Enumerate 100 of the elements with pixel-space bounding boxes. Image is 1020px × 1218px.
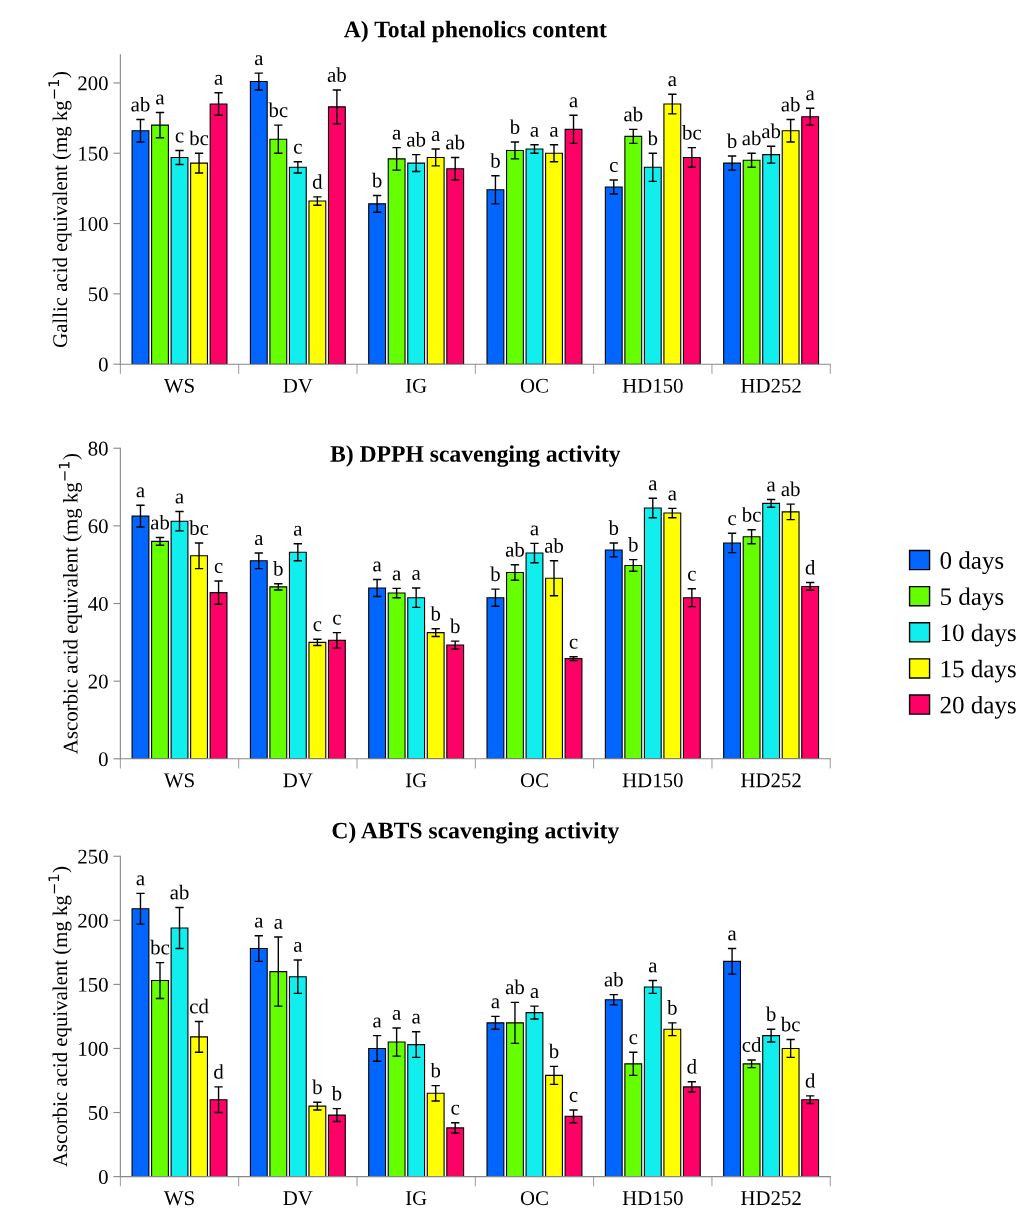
data-label: c (451, 1104, 460, 1115)
data-label: a (156, 94, 165, 105)
data-label: b (312, 1079, 322, 1095)
y-tick-label: 0 (98, 357, 108, 372)
data-label: c (609, 162, 618, 173)
data-label: c (214, 563, 223, 574)
data-label: b (490, 566, 500, 582)
data-label: a (550, 126, 559, 137)
data-label: b (628, 537, 638, 552)
data-label: a (274, 918, 283, 929)
data-label: a (214, 74, 223, 85)
data-label: bc (268, 102, 288, 118)
x-tick-label: DV (283, 1191, 313, 1206)
x-tick-label: HD150 (622, 1191, 683, 1206)
data-label: c (728, 515, 737, 526)
data-label: a (254, 55, 264, 66)
data-label: b (509, 119, 520, 135)
data-label: a (767, 481, 776, 492)
y-tick-label: 100 (79, 216, 108, 231)
data-label: d (687, 1059, 697, 1074)
data-label: cd (190, 998, 209, 1014)
data-label: a (431, 131, 441, 142)
data-label: ab (742, 130, 761, 146)
y-tick-label: 150 (79, 146, 108, 161)
data-label: c (569, 638, 578, 649)
y-axis-title: Gallic acid equivalent (mg kg$^{−1}$) (48, 72, 72, 348)
legend-label: 0 days (940, 551, 1004, 575)
data-label: ab (446, 134, 465, 150)
data-label: a (373, 1017, 382, 1028)
data-label: ab (505, 542, 524, 557)
data-label: ab (407, 132, 426, 147)
data-label: a (728, 930, 737, 941)
y-tick-label: 100 (79, 1041, 108, 1056)
data-label: a (254, 535, 264, 546)
data-label: a (412, 1013, 421, 1024)
data-label: b (430, 606, 441, 621)
y-tick-label: 0 (98, 1169, 108, 1185)
data-label: a (530, 988, 539, 999)
y-tick-label: 60 (88, 519, 108, 534)
y-tick-label: 40 (88, 596, 108, 611)
legend-label: 10 days (941, 623, 1016, 647)
data-label: b (430, 1062, 441, 1078)
data-label: a (569, 97, 578, 108)
data-label: c (688, 570, 696, 581)
x-tick-label: HD252 (741, 773, 801, 788)
y-tick-label: 50 (88, 1105, 108, 1120)
chart-title: A) Total phenolics content (344, 20, 607, 43)
chart-title: B) DPPH scavenging activity (330, 445, 621, 467)
data-label: c (629, 1034, 638, 1045)
data-label: a (136, 875, 145, 886)
data-label: d (805, 559, 816, 575)
x-tick-label: WS (163, 1191, 194, 1206)
y-axis-title: Ascorbic acid equivalent (mg kg$^{−1}$) (58, 453, 82, 754)
data-label: a (373, 561, 382, 572)
data-label: b (450, 618, 460, 634)
data-label: ab (131, 96, 150, 112)
data-label: a (648, 962, 658, 973)
y-tick-label: 0 (98, 752, 108, 767)
legend-label: 15 days (941, 659, 1016, 683)
data-label: ab (624, 106, 643, 122)
x-tick-label: DV (283, 378, 313, 393)
data-label: a (668, 76, 677, 87)
data-label: a (806, 90, 815, 101)
data-label: b (273, 561, 283, 576)
data-label: ab (150, 514, 170, 530)
y-axis-title: Ascorbic acid equivalent (mg kg$^{−1}$) (48, 866, 72, 1167)
data-label: a (293, 525, 303, 536)
data-label: a (412, 570, 421, 581)
data-label: b (548, 1043, 559, 1059)
y-tick-label: 20 (88, 674, 108, 689)
data-label: d (805, 1073, 816, 1088)
bar (682, 1086, 701, 1177)
data-label: a (254, 917, 264, 928)
data-label: cd (742, 1037, 762, 1052)
x-tick-label: IG (405, 1191, 427, 1206)
legend-label: 5 days (941, 587, 1004, 611)
data-label: ab (327, 67, 346, 83)
x-tick-label: WS (163, 378, 194, 393)
data-label: a (668, 490, 677, 501)
x-tick-label: HD150 (622, 378, 683, 393)
y-tick-label: 50 (88, 287, 108, 302)
data-label: c (313, 621, 322, 632)
data-label: b (371, 172, 382, 188)
data-label: bc (682, 125, 702, 140)
legend-label: 20 days (940, 695, 1016, 719)
data-label: ab (170, 884, 189, 900)
data-label: a (530, 126, 539, 137)
x-tick-label: OC (520, 773, 548, 788)
data-label: ab (762, 123, 781, 139)
data-label: a (136, 487, 145, 498)
data-label: a (175, 493, 184, 504)
data-label: b (726, 133, 737, 149)
data-label: bc (780, 1016, 800, 1032)
y-tick-label: 200 (78, 76, 108, 91)
data-label: d (214, 1064, 224, 1079)
data-label: b (331, 1085, 342, 1101)
data-label: a (530, 525, 539, 536)
data-label: b (608, 520, 619, 535)
chart-title: C) ABTS scavenging activity (332, 821, 620, 844)
data-label: b (765, 1006, 776, 1022)
